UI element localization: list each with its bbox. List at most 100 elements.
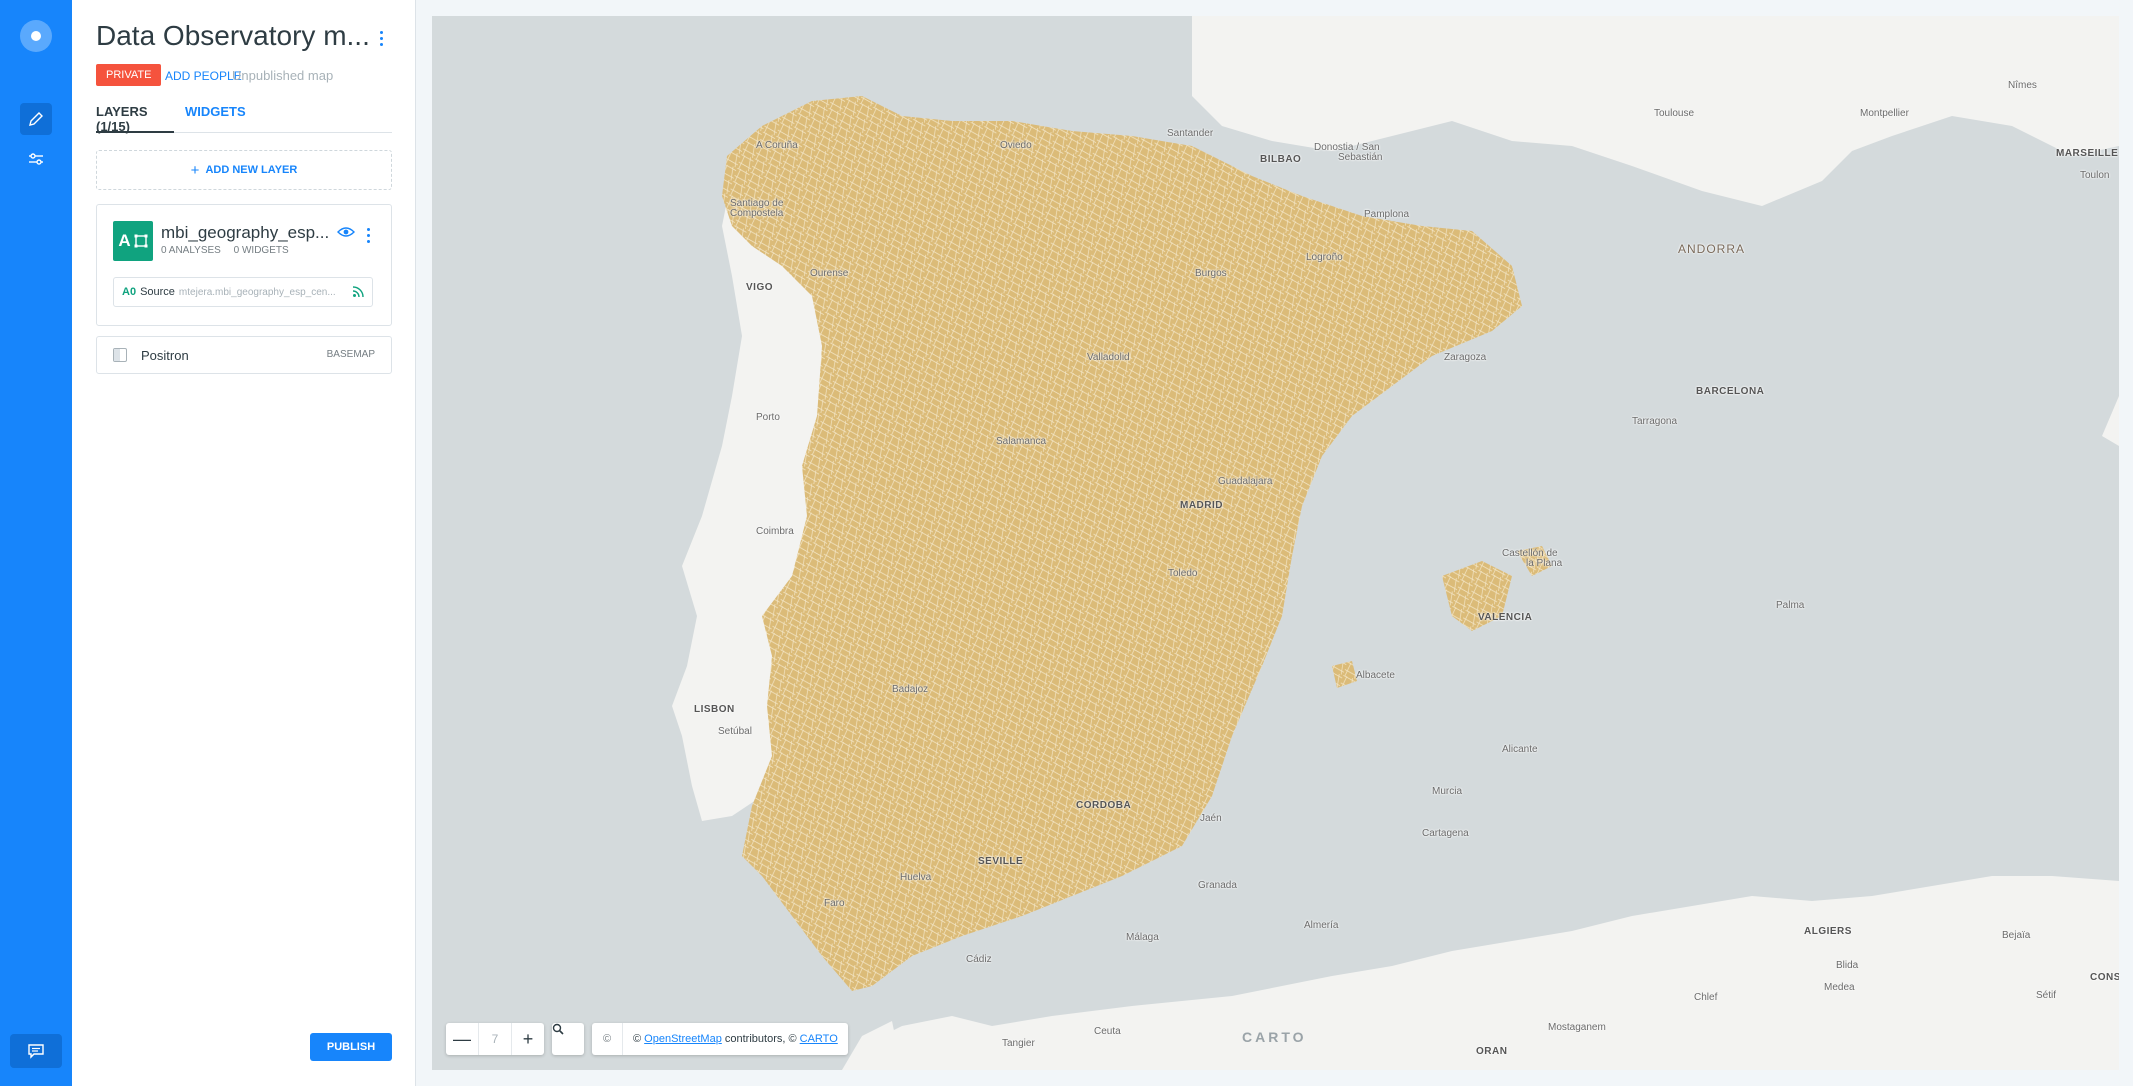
map-label-andorra: ANDORRA bbox=[1678, 242, 1746, 256]
map-label-castellon: Castellón de bbox=[1502, 548, 1558, 559]
map-canvas[interactable]: Toulouse Montpellier Nîmes MARSEILLE Tou… bbox=[432, 16, 2119, 1070]
map-label-zaragoza: Zaragoza bbox=[1444, 352, 1487, 363]
map-label-nimes: Nîmes bbox=[2008, 80, 2037, 91]
map-label-montpellier: Montpellier bbox=[1860, 108, 1909, 119]
map-label-salamanca: Salamanca bbox=[996, 436, 1047, 447]
layer-visibility-eye-icon[interactable] bbox=[337, 225, 355, 243]
add-new-layer-label: ADD NEW LAYER bbox=[205, 164, 298, 176]
layer-letter: A bbox=[118, 231, 131, 250]
map-label-pamplona: Pamplona bbox=[1364, 209, 1410, 220]
map-label-vigo: VIGO bbox=[746, 282, 774, 293]
map-label-cadiz: Cádiz bbox=[966, 954, 992, 965]
zoom-level: 7 bbox=[479, 1023, 512, 1055]
map-label-toledo: Toledo bbox=[1168, 568, 1198, 579]
map-label-marseille: MARSEILLE bbox=[2056, 148, 2119, 159]
map-label-chlef: Chlef bbox=[1694, 992, 1718, 1003]
map-label-faro: Faro bbox=[824, 898, 845, 909]
layer-source-node[interactable]: A0 Source mtejera.mbi_geography_esp_cen.… bbox=[113, 277, 373, 307]
carto-watermark: CARTO bbox=[1242, 1029, 1307, 1045]
map-label-algiers: ALGIERS bbox=[1804, 926, 1852, 937]
layer-meta: 0 ANALYSES 0 WIDGETS bbox=[161, 245, 299, 256]
map-label-seville: SEVILLE bbox=[978, 856, 1024, 867]
basemap-icon bbox=[113, 348, 127, 362]
map-label-oran: ORAN bbox=[1476, 1046, 1508, 1057]
map-label-santander: Santander bbox=[1167, 128, 1214, 139]
source-label: Source bbox=[140, 286, 175, 298]
editor-panel: Data Observatory m... PRIVATE ADD PEOPLE… bbox=[72, 0, 416, 1086]
layer-thumbnail: A bbox=[113, 221, 153, 261]
add-new-layer-button[interactable]: + ADD NEW LAYER bbox=[96, 150, 392, 190]
map-label-tarragona: Tarragona bbox=[1632, 416, 1678, 427]
map-label-compostela: Compostela bbox=[730, 208, 784, 219]
map-options-kebab-icon[interactable] bbox=[372, 27, 390, 49]
map-label-coimbra: Coimbra bbox=[756, 526, 794, 537]
map-label-porto: Porto bbox=[756, 412, 780, 423]
map-label-murcia: Murcia bbox=[1432, 786, 1463, 797]
osm-link[interactable]: OpenStreetMap bbox=[644, 1033, 722, 1045]
map-label-la-plana: la Plana bbox=[1526, 558, 1563, 569]
map-label-cartagena: Cartagena bbox=[1422, 828, 1469, 839]
map-label-sebastian: Sebastián bbox=[1338, 152, 1383, 163]
attribution-toggle[interactable]: © bbox=[592, 1023, 623, 1055]
basemap-name: Positron bbox=[141, 348, 189, 363]
map-label-ceuta: Ceuta bbox=[1094, 1026, 1121, 1037]
map-label-madrid: MADRID bbox=[1180, 500, 1223, 511]
search-icon[interactable] bbox=[552, 1023, 584, 1055]
polygon-geometry-icon bbox=[134, 234, 148, 248]
map-label-setubal: Setúbal bbox=[718, 726, 752, 737]
map-label-jaen: Jaén bbox=[1200, 813, 1222, 824]
map-title[interactable]: Data Observatory m... bbox=[96, 20, 370, 51]
map-attribution: © © OpenStreetMap contributors, © CARTO bbox=[592, 1023, 848, 1055]
zoom-control: — 7 + bbox=[446, 1023, 544, 1055]
settings-sliders-icon[interactable] bbox=[20, 143, 52, 175]
map-label-huelva: Huelva bbox=[900, 872, 932, 883]
attribution-text: © OpenStreetMap contributors, © CARTO bbox=[623, 1033, 848, 1045]
map-label-albacete: Albacete bbox=[1356, 670, 1395, 681]
map-label-valladolid: Valladolid bbox=[1087, 352, 1130, 363]
publish-button[interactable]: PUBLISH bbox=[310, 1033, 392, 1061]
map-label-cons: CONS bbox=[2090, 972, 2119, 983]
map-label-setif: Sétif bbox=[2036, 990, 2057, 1001]
add-people-link[interactable]: ADD PEOPLE bbox=[165, 69, 242, 83]
map-label-ourense: Ourense bbox=[810, 268, 849, 279]
source-table-name: mtejera.mbi_geography_esp_cen... bbox=[178, 286, 336, 298]
map-label-mostaganem: Mostaganem bbox=[1548, 1022, 1606, 1033]
layer-card[interactable]: A mbi_geography_esp... 0 ANALYSES 0 WIDG… bbox=[96, 204, 392, 326]
map-label-palma: Palma bbox=[1776, 600, 1805, 611]
map-label-a-coruna: A Coruña bbox=[756, 140, 798, 151]
zoom-out-button[interactable]: — bbox=[446, 1023, 479, 1055]
basemap-card[interactable]: Positron BASEMAP bbox=[96, 336, 392, 374]
carto-logo-icon[interactable] bbox=[20, 20, 52, 52]
privacy-badge[interactable]: PRIVATE bbox=[96, 64, 162, 86]
map-label-cordoba: CORDOBA bbox=[1076, 800, 1132, 811]
layer-name[interactable]: mbi_geography_esp... bbox=[161, 223, 330, 242]
panel-tabs: LAYERS (1/15) WIDGETS bbox=[96, 104, 392, 134]
sync-feed-icon bbox=[352, 286, 364, 301]
map-label-barcelona: BARCELONA bbox=[1696, 386, 1765, 397]
tab-layers[interactable]: LAYERS (1/15) bbox=[96, 104, 174, 134]
map-label-granada: Granada bbox=[1198, 880, 1237, 891]
map-label-blida: Blida bbox=[1836, 960, 1859, 971]
map-label-alicante: Alicante bbox=[1502, 744, 1538, 755]
map-label-bejaia: Bejaïa bbox=[2002, 930, 2031, 941]
map-label-almeria: Almería bbox=[1304, 920, 1339, 931]
map-label-tangier: Tangier bbox=[1002, 1038, 1035, 1049]
tab-widgets[interactable]: WIDGETS bbox=[185, 104, 246, 119]
attribution-prefix: © bbox=[633, 1033, 642, 1045]
map-label-santiago: Santiago de bbox=[730, 198, 784, 209]
edit-pencil-icon[interactable] bbox=[20, 103, 52, 135]
map-label-toulon: Toulon bbox=[2080, 170, 2110, 181]
layer-options-kebab-icon[interactable] bbox=[359, 224, 377, 246]
plus-icon: + bbox=[190, 161, 200, 179]
map-label-donostia: Donostia / San bbox=[1314, 142, 1380, 153]
layer-widgets-count: 0 WIDGETS bbox=[233, 245, 289, 256]
map-label-lisbon: LISBON bbox=[694, 704, 735, 715]
carto-link[interactable]: CARTO bbox=[799, 1033, 838, 1045]
map-label-logrono: Logroño bbox=[1306, 252, 1343, 263]
map-label-guadalajara: Guadalajara bbox=[1218, 476, 1273, 487]
layer-analyses-count: 0 ANALYSES bbox=[161, 245, 221, 256]
basemap-tag: BASEMAP bbox=[326, 349, 375, 360]
chat-icon[interactable] bbox=[10, 1034, 62, 1068]
map-label-burgos: Burgos bbox=[1195, 268, 1227, 279]
zoom-in-button[interactable]: + bbox=[522, 1028, 534, 1049]
